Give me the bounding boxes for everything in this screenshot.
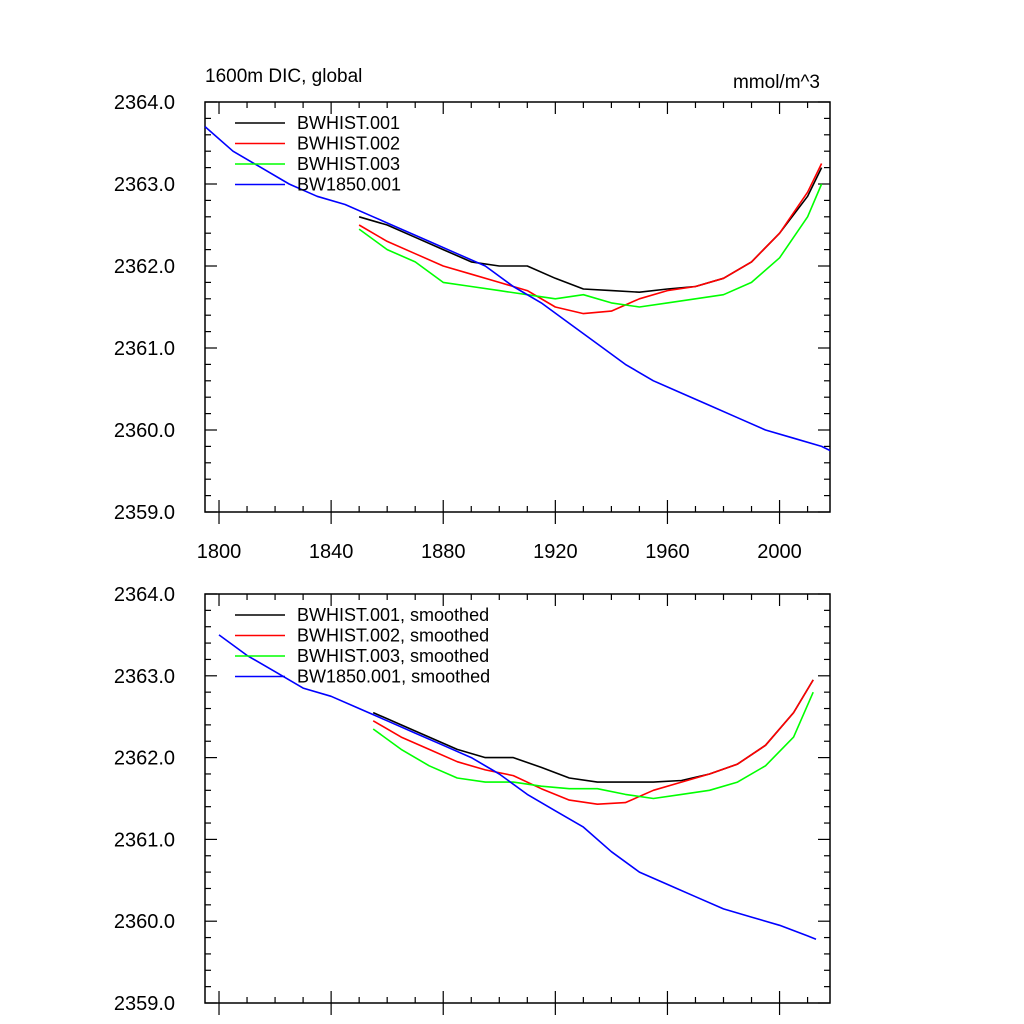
chart-panel-2: 2359.0 2360.0 2361.0 2362.0 2363.0 2364.0 BWHI… [114, 584, 831, 1015]
series-line-bw1850-001 [204, 125, 831, 452]
series-line-bwhist-003 [358, 183, 823, 308]
legend-label: BW1850.001 [297, 175, 401, 195]
legend-label: BWHIST.001, smoothed [297, 605, 489, 625]
x-tick-label: 1880 [421, 541, 466, 563]
series-line-bwhist-001 [358, 167, 823, 294]
y-tick-label: 2360.0 [114, 420, 175, 442]
y-tick-label: 2363.0 [114, 666, 175, 688]
x-tick-label: 1960 [645, 541, 690, 563]
plot-frame [204, 593, 831, 1004]
y-tick-label: 2360.0 [114, 911, 175, 933]
x-tick-label: 1840 [309, 541, 354, 563]
x-tick-label: 2000 [757, 541, 802, 563]
y-tick-label: 2361.0 [114, 338, 175, 360]
y-tick-label: 2361.0 [114, 829, 175, 851]
chart-title: 1600m DIC, global [205, 66, 362, 87]
y-tick-label: 2362.0 [114, 256, 175, 278]
series-line-bwhist-001-smoothed [372, 679, 814, 783]
y-tick-label: 2362.0 [114, 748, 175, 770]
x-tick-label: 1920 [533, 541, 578, 563]
legend-label: BWHIST.002 [297, 134, 400, 154]
legend-label: BWHIST.003 [297, 154, 400, 174]
y-tick-label: 2359.0 [114, 502, 175, 524]
legend-label: BWHIST.001 [297, 113, 400, 133]
chart-panel-1: 2359.0 2360.0 2361.0 2362.0 2363.0 2364.0 1800… [114, 66, 831, 563]
plot-frame [204, 101, 831, 513]
series-line-bwhist-002-smoothed [372, 679, 814, 806]
series-line-bw1850-001-smoothed [218, 634, 817, 940]
y-tick-label: 2364.0 [114, 584, 175, 606]
series-line-bwhist-003-smoothed [372, 691, 814, 800]
y-tick-label: 2363.0 [114, 174, 175, 196]
units-label: mmol/m^3 [733, 72, 820, 93]
x-tick-label: 1800 [197, 541, 242, 563]
y-tick-label: 2364.0 [114, 92, 175, 114]
legend-label: BW1850.001, smoothed [297, 667, 490, 687]
legend-label: BWHIST.003, smoothed [297, 646, 489, 666]
series-line-bwhist-002 [358, 163, 823, 315]
legend-label: BWHIST.002, smoothed [297, 626, 489, 646]
y-tick-label: 2359.0 [114, 993, 175, 1015]
